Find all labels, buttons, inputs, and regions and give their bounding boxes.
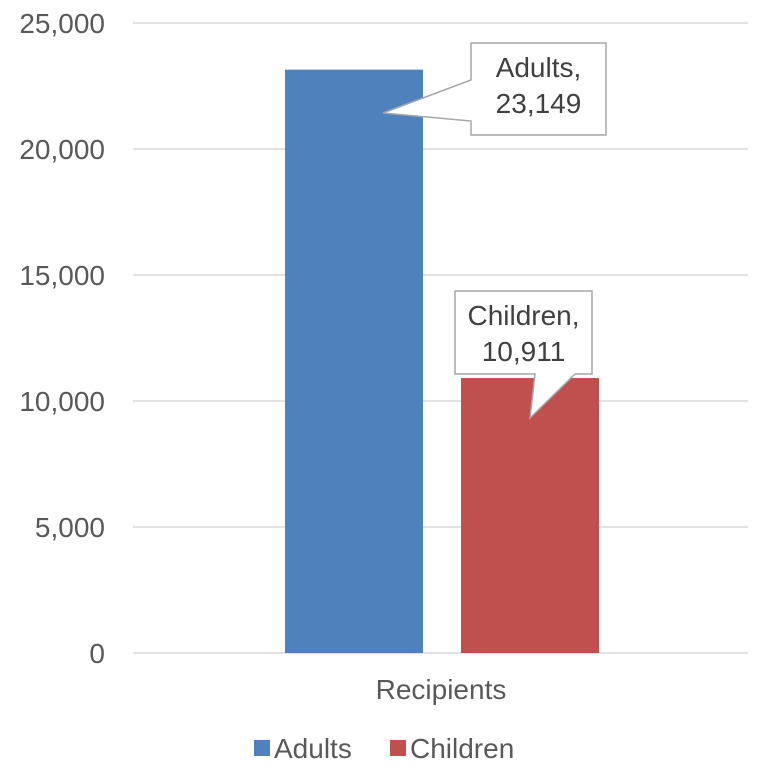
y-tick-label: 0: [89, 638, 105, 669]
legend-item-adults: Adults: [254, 733, 352, 764]
y-tick-label: 25,000: [19, 8, 105, 39]
x-category-label: Recipients: [376, 674, 507, 705]
data-label-children: Children, 10,911: [454, 290, 593, 421]
callout-box: [454, 290, 593, 421]
y-tick-label: 15,000: [19, 260, 105, 291]
callout-line: Adults,: [496, 52, 582, 83]
callout-line: Children,: [467, 300, 579, 331]
legend-swatch: [390, 740, 406, 756]
y-axis-tick-labels: 0 5,000 10,000 15,000 20,000 25,000: [19, 8, 105, 669]
y-tick-label: 10,000: [19, 386, 105, 417]
bars: [285, 69, 599, 653]
data-label-adults: Adults, 23,149: [382, 42, 607, 136]
legend-item-children: Children: [390, 733, 514, 764]
legend-swatch: [254, 740, 270, 756]
data-label-callouts: Adults, 23,149 Children, 10,911: [382, 42, 607, 421]
legend-label: Adults: [274, 733, 352, 764]
y-tick-label: 5,000: [35, 512, 105, 543]
bar-children: [461, 378, 599, 653]
gridlines: [133, 22, 748, 654]
callout-line: 10,911: [482, 336, 566, 367]
legend: Adults Children: [254, 733, 514, 764]
x-axis-category-labels: Recipients: [376, 674, 507, 705]
callout-box: [382, 42, 607, 136]
bar-adults: [285, 69, 423, 653]
callout-line: 23,149: [496, 88, 582, 119]
legend-label: Children: [410, 733, 514, 764]
y-tick-label: 20,000: [19, 134, 105, 165]
